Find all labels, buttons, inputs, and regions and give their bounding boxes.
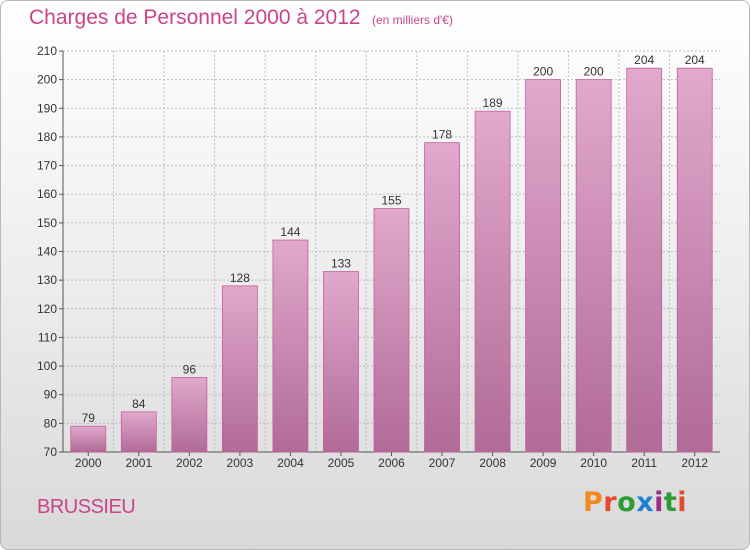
bar-2007[interactable] bbox=[424, 142, 460, 453]
x-tick-label: 2006 bbox=[378, 456, 405, 470]
y-tick-label: 200 bbox=[37, 73, 57, 87]
x-tick-label: 2010 bbox=[580, 456, 607, 470]
chart-title: Charges de Personnel 2000 à 2012 bbox=[29, 6, 361, 29]
x-tick-label: 2008 bbox=[479, 456, 506, 470]
y-tick-label: 160 bbox=[37, 187, 57, 201]
x-tick-label: 2009 bbox=[530, 456, 557, 470]
y-tick-label: 210 bbox=[37, 44, 57, 58]
data-label: 200 bbox=[533, 65, 553, 79]
bar-2004[interactable] bbox=[272, 239, 309, 453]
bar-2002[interactable] bbox=[171, 377, 208, 453]
data-label: 79 bbox=[82, 411, 96, 425]
data-label: 200 bbox=[584, 65, 604, 79]
logo-letter: r bbox=[603, 487, 618, 518]
logo-letter: o bbox=[617, 487, 637, 518]
logo-letter: i bbox=[654, 487, 664, 518]
x-tick-label: 2011 bbox=[631, 456, 657, 470]
commune-name: BRUSSIEU bbox=[37, 496, 136, 518]
bar-2005[interactable] bbox=[323, 271, 359, 453]
data-labels: 79 84 96 128 144 133 155 178 189 200 200 204 204 bbox=[82, 53, 705, 425]
y-tick-label: 140 bbox=[37, 245, 57, 259]
data-label: 84 bbox=[132, 397, 146, 411]
data-label: 144 bbox=[280, 225, 300, 239]
logo-letter: i bbox=[677, 487, 688, 518]
bar-2012[interactable] bbox=[676, 67, 713, 453]
bar-2000[interactable] bbox=[70, 425, 107, 453]
data-label: 178 bbox=[432, 128, 452, 142]
y-tick-label: 190 bbox=[37, 101, 57, 115]
data-label: 96 bbox=[183, 363, 197, 377]
axes: 7080901001101201301401501601701801902002… bbox=[37, 44, 720, 470]
x-tick-label: 2003 bbox=[227, 456, 254, 470]
y-tick-label: 150 bbox=[37, 216, 57, 230]
bar-2009[interactable] bbox=[525, 79, 562, 453]
y-tick-label: 100 bbox=[37, 359, 57, 373]
bar-2001[interactable] bbox=[120, 411, 157, 453]
bar-2011[interactable] bbox=[626, 67, 663, 453]
data-label: 189 bbox=[483, 96, 503, 110]
data-label: 155 bbox=[381, 194, 401, 208]
bar-2003[interactable] bbox=[221, 285, 258, 453]
y-tick-label: 120 bbox=[37, 302, 57, 316]
data-label: 133 bbox=[331, 257, 351, 271]
y-tick-label: 130 bbox=[37, 273, 57, 287]
x-tick-label: 2012 bbox=[681, 456, 708, 470]
y-tick-label: 170 bbox=[37, 159, 57, 173]
bar-2010[interactable] bbox=[575, 79, 612, 453]
x-tick-label: 2005 bbox=[328, 456, 355, 470]
logo-letter: P bbox=[583, 487, 604, 518]
logo-letter: x bbox=[636, 487, 655, 518]
data-label: 128 bbox=[230, 271, 250, 285]
y-tick-label: 90 bbox=[44, 388, 58, 402]
chart-subtitle: (en milliers d'€) bbox=[372, 13, 453, 27]
bars bbox=[70, 67, 713, 453]
data-label: 204 bbox=[634, 53, 654, 67]
y-tick-label: 110 bbox=[38, 330, 57, 344]
x-tick-label: 2001 bbox=[125, 456, 152, 470]
bar-2006[interactable] bbox=[373, 208, 410, 453]
y-tick-label: 80 bbox=[44, 416, 58, 430]
data-label: 204 bbox=[685, 53, 705, 67]
x-tick-label: 2004 bbox=[277, 456, 304, 470]
x-tick-label: 2000 bbox=[75, 456, 102, 470]
x-tick-label: 2002 bbox=[176, 456, 203, 470]
logo-letter: t bbox=[663, 487, 678, 518]
bar-2008[interactable] bbox=[474, 110, 511, 453]
x-tick-label: 2007 bbox=[429, 456, 456, 470]
y-tick-label: 180 bbox=[37, 130, 57, 144]
y-tick-label: 70 bbox=[44, 445, 58, 459]
proxiti-logo[interactable]: Proxiti bbox=[583, 487, 687, 518]
